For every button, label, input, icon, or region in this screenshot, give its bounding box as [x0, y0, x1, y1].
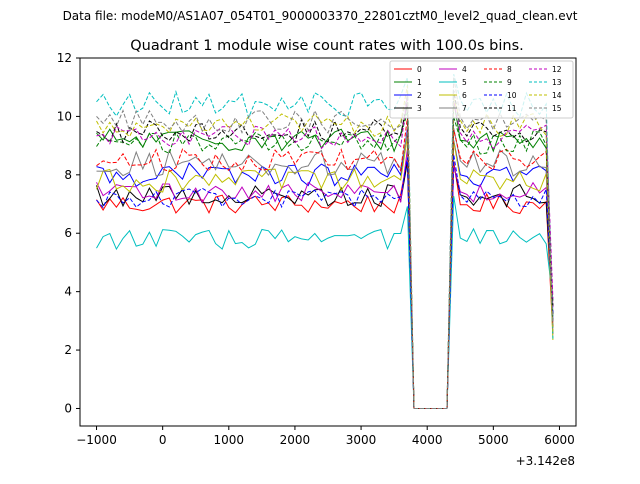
legend-entry: 5	[439, 78, 467, 87]
chart-title: Quadrant 1 module wise count rates with …	[130, 38, 524, 54]
x-tick-label: 6000	[544, 433, 575, 447]
y-axis: 0 2 4 6 8 10 12	[57, 51, 80, 415]
x-tick-label: 1000	[214, 433, 245, 447]
legend-entry: 10	[484, 91, 517, 100]
y-tick-label: 2	[64, 343, 72, 357]
y-tick-label: 4	[64, 285, 72, 299]
legend-label: 15	[552, 104, 562, 113]
legend-label: 0	[417, 65, 422, 74]
legend-label: 14	[552, 91, 562, 100]
legend-label: 3	[417, 104, 422, 113]
series-line-13	[96, 73, 554, 409]
legend-label: 12	[552, 65, 562, 74]
series-line-11	[96, 90, 554, 409]
figure-suptitle: Data file: modeM0/AS1A07_054T01_90000033…	[63, 9, 578, 23]
legend-entry: 15	[529, 104, 562, 113]
legend-label: 13	[552, 78, 562, 87]
legend-entry: 1	[394, 78, 422, 87]
series-line-14	[96, 85, 554, 409]
plot-area	[79, 57, 577, 427]
legend-entry: 14	[529, 91, 562, 100]
legend-label: 4	[462, 65, 467, 74]
legend-label: 6	[462, 91, 467, 100]
legend-label: 11	[507, 104, 517, 113]
legend-entry: 6	[439, 91, 467, 100]
legend-entry: 8	[484, 65, 512, 74]
x-tick-label: 5000	[478, 433, 509, 447]
x-tick-label: 4000	[412, 433, 443, 447]
legend-entry: 7	[439, 104, 467, 113]
series-line-15	[96, 76, 554, 409]
legend-label: 5	[462, 78, 467, 87]
legend-entry: 12	[529, 65, 562, 74]
y-tick-label: 12	[57, 51, 72, 65]
x-tick-label: 0	[159, 433, 167, 447]
x-tick-label: −1000	[76, 433, 117, 447]
series-lines	[96, 73, 554, 409]
legend-label: 9	[507, 78, 512, 87]
series-line-7	[96, 128, 554, 409]
legend-entry: 4	[439, 65, 467, 74]
legend-label: 10	[507, 91, 517, 100]
legend-label: 2	[417, 91, 422, 100]
series-line-0	[96, 158, 554, 409]
x-tick-label: 3000	[346, 433, 377, 447]
x-offset-label: +3.142e8	[516, 454, 575, 468]
series-line-2	[96, 129, 554, 409]
x-tick-label: 2000	[280, 433, 311, 447]
legend-entry: 0	[394, 65, 422, 74]
legend-entry: 2	[394, 91, 422, 100]
series-line-12	[96, 96, 554, 409]
legend-entry: 11	[484, 104, 517, 113]
series-line-4	[96, 148, 554, 409]
series-line-10	[96, 154, 554, 409]
y-tick-label: 0	[64, 401, 72, 415]
series-line-6	[96, 137, 554, 409]
legend-entry: 13	[529, 78, 562, 87]
y-tick-label: 8	[64, 168, 72, 182]
legend-label: 8	[507, 65, 512, 74]
axes-frame	[79, 57, 577, 427]
y-tick-label: 10	[57, 109, 72, 123]
series-line-8	[96, 117, 554, 409]
series-line-5	[96, 196, 554, 409]
y-tick-label: 6	[64, 226, 72, 240]
legend-box	[389, 60, 574, 119]
legend-entry: 3	[394, 104, 422, 113]
legend-entry: 9	[484, 78, 512, 87]
legend-label: 7	[462, 104, 467, 113]
x-axis: −1000 0 1000 2000 3000 4000 5000 6000	[76, 426, 575, 447]
legend-label: 1	[417, 78, 422, 87]
